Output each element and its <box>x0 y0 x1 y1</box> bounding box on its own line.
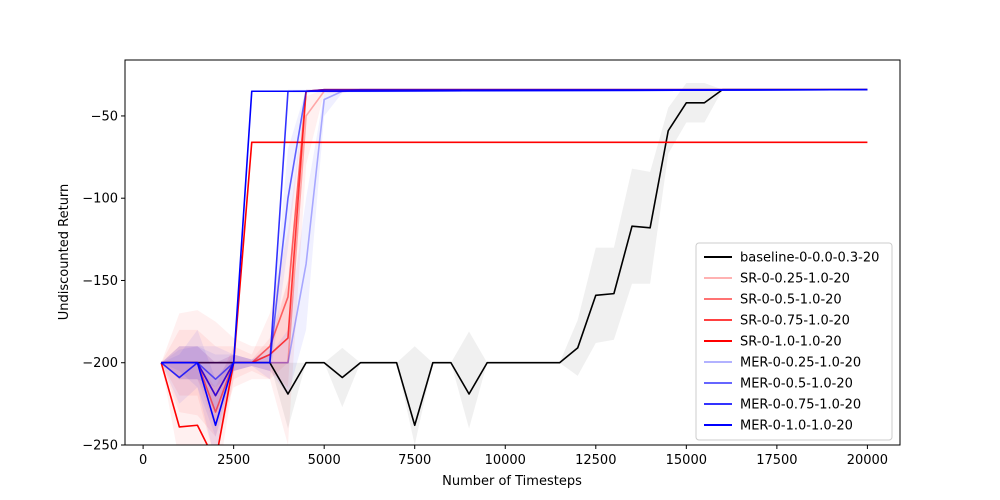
y-axis-ticks: −250 −200 −150 −100 −50 <box>82 109 125 454</box>
legend: baseline-0-0.0-0.3-20 SR-0-0.25-1.0-20 SR-… <box>695 242 893 441</box>
x-tick-label: 7500 <box>398 453 431 468</box>
x-axis-label: Number of Timesteps <box>442 474 582 489</box>
x-tick-label: 20000 <box>847 453 888 468</box>
x-tick-label: 15000 <box>666 453 707 468</box>
legend-label: SR-0-0.75-1.0-20 <box>740 314 850 329</box>
legend-label: SR-0-1.0-1.0-20 <box>740 335 842 350</box>
series-lines <box>160 88 868 445</box>
series-line-SR-0-1.0-1.0-20 <box>160 141 868 445</box>
legend-label: SR-0-0.25-1.0-20 <box>740 272 850 287</box>
y-tick-label: −50 <box>91 109 118 124</box>
y-tick-label: −100 <box>82 192 118 207</box>
y-tick-label: −200 <box>82 356 118 371</box>
legend-label: MER-0-0.5-1.0-20 <box>740 377 853 392</box>
y-tick-label: −150 <box>82 274 118 289</box>
y-axis-label: Undiscounted Return <box>57 184 72 321</box>
legend-label: MER-0-0.25-1.0-20 <box>740 356 861 371</box>
x-tick-label: 12500 <box>575 453 616 468</box>
legend-box <box>695 242 893 441</box>
x-axis-ticks: 0 2500 5000 7500 10000 12500 15000 17500 20000 <box>139 445 888 468</box>
legend-label: baseline-0-0.0-0.3-20 <box>740 251 879 266</box>
x-tick-label: 0 <box>139 453 147 468</box>
y-tick-label: −250 <box>82 439 118 454</box>
x-tick-label: 5000 <box>308 453 341 468</box>
legend-label: SR-0-0.5-1.0-20 <box>740 293 842 308</box>
plot-frame <box>124 59 901 446</box>
legend-label: MER-0-1.0-1.0-20 <box>740 419 853 434</box>
x-tick-label: 17500 <box>756 453 797 468</box>
series-line-MER-0-1.0-1.0-20 <box>161 88 868 427</box>
band-baseline-0-0.0-0.3-20 <box>161 83 868 445</box>
x-tick-label: 2500 <box>217 453 250 468</box>
x-tick-label: 10000 <box>485 453 526 468</box>
legend-label: MER-0-0.75-1.0-20 <box>740 398 861 413</box>
